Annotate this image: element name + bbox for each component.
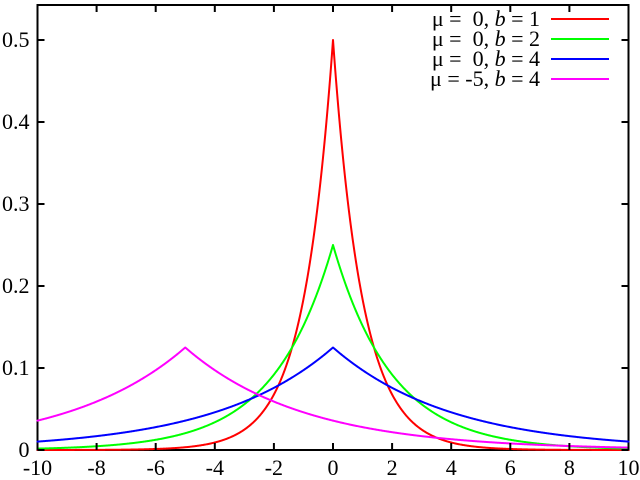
legend-entry-mu-5-b4: μ = -5, b = 4 (430, 66, 609, 91)
y-tick-label: 0 (19, 437, 30, 462)
legend-label-mu0-b4: μ = 0, b = 4 (432, 46, 540, 71)
x-tick-label: -6 (147, 455, 165, 480)
legend-label-mu0-b1: μ = 0, b = 1 (432, 6, 540, 31)
legend-label-mu0-b2: μ = 0, b = 2 (432, 26, 540, 51)
axis-tick-labels: -10 -8 -6 -4 -2 0 2 4 6 8 10 0 0.1 0.2 0.3 0.4 0.5 (2, 27, 640, 480)
curves (36, 39, 630, 451)
curve-mu0-b4 (36, 346, 630, 443)
x-tick-label: -4 (206, 455, 224, 480)
legend: μ = 0, b = 1μ = 0, b = 2μ = 0, b = 4μ = … (430, 6, 609, 91)
curve-mu-5-b4 (36, 346, 630, 449)
axis-ticks (36, 5, 630, 451)
x-tick-label: 2 (387, 455, 398, 480)
x-tick-label: -8 (87, 455, 105, 480)
y-tick-label: 0.4 (2, 109, 30, 134)
curve-mu0-b1 (36, 39, 630, 451)
legend-label-mu-5-b4: μ = -5, b = 4 (430, 66, 540, 91)
x-tick-label: 0 (328, 455, 339, 480)
legend-entry-mu0-b1: μ = 0, b = 1 (432, 6, 609, 31)
curve-mu0-b2 (36, 244, 630, 450)
y-tick-label: 0.3 (2, 191, 30, 216)
x-tick-label: -10 (23, 455, 52, 480)
y-tick-label: 0.2 (2, 273, 30, 298)
x-tick-label: 6 (505, 455, 516, 480)
x-tick-label: 4 (446, 455, 457, 480)
x-tick-label: 8 (564, 455, 575, 480)
legend-entry-mu0-b4: μ = 0, b = 4 (432, 46, 609, 71)
x-tick-label: 10 (618, 455, 640, 480)
y-tick-label: 0.5 (2, 27, 30, 52)
legend-entry-mu0-b2: μ = 0, b = 2 (432, 26, 609, 51)
y-tick-label: 0.1 (2, 355, 30, 380)
x-tick-label: -2 (265, 455, 283, 480)
